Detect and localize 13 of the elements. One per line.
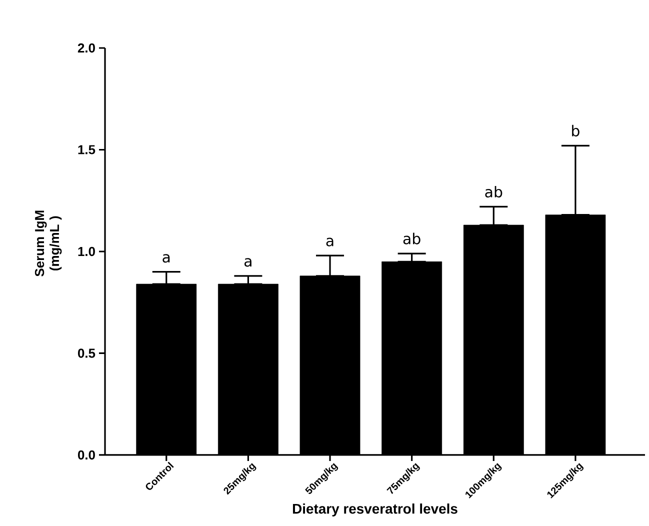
annotation: a xyxy=(162,254,170,263)
annotation: ab xyxy=(485,186,502,198)
annotation: a xyxy=(244,258,252,267)
y-tick-label: 1.0 xyxy=(78,246,95,256)
annotation: ab xyxy=(403,232,420,244)
annotation: b xyxy=(572,124,580,136)
x-axis-title: Dietary resveratrol levels xyxy=(292,503,458,516)
annotation: a xyxy=(326,238,334,246)
y-tick-label: 2.0 xyxy=(78,43,95,53)
y-tick-label: 0.0 xyxy=(78,450,95,460)
y-axis-title: Serum IgM (mg/mL ) xyxy=(34,210,62,276)
y-tick-label: 1.5 xyxy=(78,145,96,154)
y-tick-label: 0.5 xyxy=(78,348,96,358)
